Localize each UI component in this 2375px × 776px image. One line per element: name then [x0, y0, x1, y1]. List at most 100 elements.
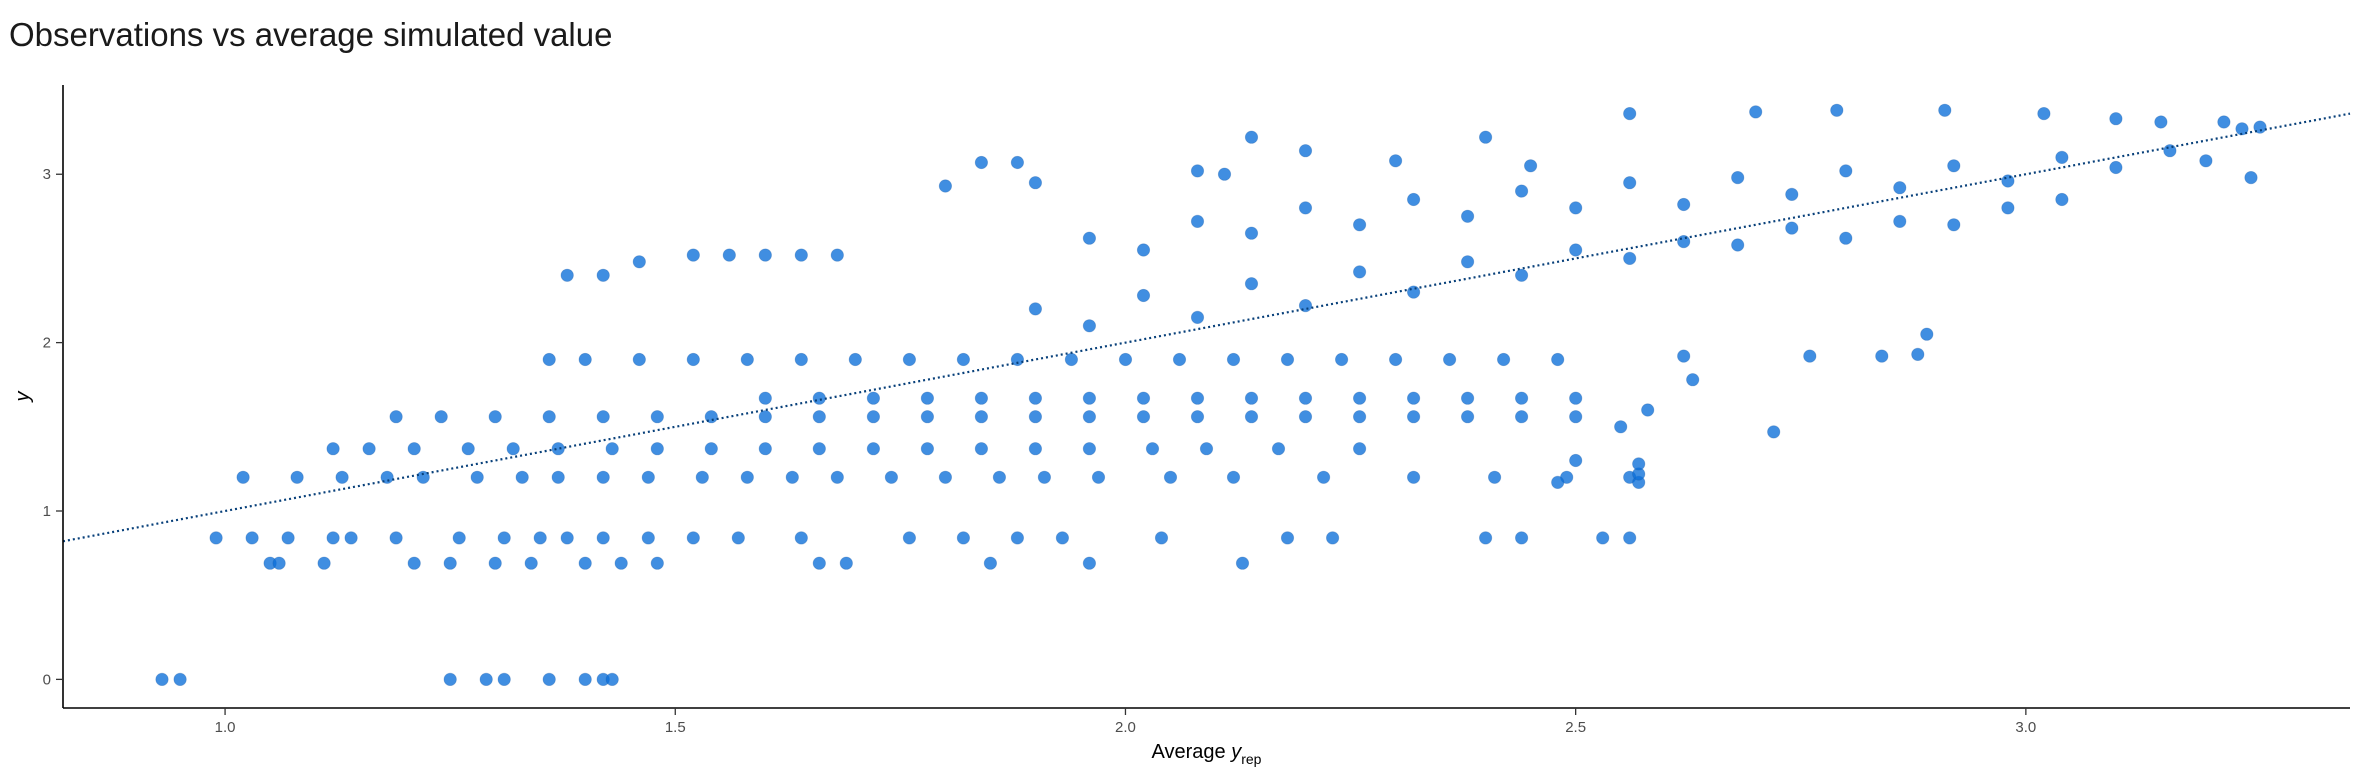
data-point: [1244, 391, 1259, 405]
reference-line: [62, 112, 2351, 543]
data-point: [1082, 319, 1097, 333]
data-point: [1335, 352, 1349, 367]
data-point: [1010, 531, 1025, 545]
data-point: [812, 391, 826, 405]
data-point: [1569, 453, 1583, 468]
data-point: [1731, 171, 1745, 185]
x-tick-label: 2.5: [1565, 719, 1586, 736]
data-point: [1830, 103, 1844, 117]
data-point: [2037, 107, 2051, 121]
data-point: [1920, 327, 1934, 341]
data-point: [596, 531, 610, 545]
x-tick-label: 2.0: [1115, 719, 1136, 736]
data-point: [983, 556, 998, 570]
data-point: [605, 672, 619, 687]
data-point: [461, 442, 475, 456]
data-point: [551, 470, 565, 484]
data-point: [1767, 425, 1781, 439]
data-point: [560, 531, 574, 545]
data-point: [1785, 221, 1799, 235]
data-point: [1524, 159, 1538, 173]
data-point: [686, 531, 700, 545]
data-point: [2109, 160, 2123, 175]
data-point: [479, 672, 493, 687]
data-point: [1353, 410, 1367, 424]
data-point: [1353, 218, 1367, 232]
data-point: [452, 531, 466, 545]
data-point: [1190, 214, 1205, 228]
data-point: [1037, 470, 1052, 484]
data-point: [2154, 115, 2168, 129]
data-point: [1875, 349, 1889, 363]
y-tick-label: 2: [43, 335, 51, 352]
data-point: [866, 391, 881, 405]
data-point: [2109, 112, 2123, 126]
data-point: [1190, 391, 1205, 405]
data-point: [740, 470, 754, 484]
data-point: [1055, 531, 1070, 545]
data-point: [1515, 184, 1529, 198]
data-point: [533, 531, 547, 545]
x-axis-title-sub: rep: [1241, 751, 1261, 767]
data-point: [974, 155, 989, 170]
data-point: [362, 442, 376, 456]
data-point: [2244, 171, 2258, 185]
data-point: [2217, 115, 2231, 129]
x-axis-title-main: Average: [1152, 741, 1232, 763]
data-point: [596, 470, 610, 484]
data-point: [1596, 531, 1610, 545]
data-point: [1136, 288, 1151, 303]
data-point: [794, 248, 808, 262]
data-point: [1515, 268, 1529, 282]
x-tick-label: 1.5: [665, 719, 686, 736]
data-point: [281, 531, 295, 545]
data-point: [974, 391, 989, 405]
data-point: [1163, 470, 1178, 484]
data-point: [551, 442, 565, 456]
data-point: [2253, 120, 2267, 134]
data-point: [974, 442, 989, 456]
data-point: [1244, 410, 1259, 424]
data-point: [1632, 457, 1646, 471]
data-point: [902, 531, 917, 545]
data-point: [1028, 176, 1043, 190]
data-point: [1028, 410, 1043, 424]
data-point: [1461, 209, 1475, 223]
data-point: [560, 268, 574, 282]
data-point: [1614, 420, 1628, 434]
data-point: [1785, 187, 1799, 201]
data-point: [1280, 352, 1295, 367]
x-tick-label: 3.0: [2015, 719, 2036, 736]
data-point: [389, 531, 403, 545]
data-point: [1488, 470, 1502, 484]
data-point: [794, 352, 808, 367]
data-point: [1190, 410, 1205, 424]
data-point: [956, 352, 971, 367]
data-point: [1199, 442, 1214, 456]
data-point: [1623, 176, 1637, 190]
data-point: [488, 410, 502, 424]
data-point: [1353, 442, 1367, 456]
data-point: [1551, 352, 1565, 367]
data-point: [1082, 231, 1097, 245]
data-point: [542, 672, 556, 687]
data-point: [1677, 235, 1691, 249]
data-point: [596, 410, 610, 424]
data-point: [1091, 470, 1106, 484]
data-point: [1244, 130, 1259, 144]
data-point: [407, 442, 421, 456]
data-point: [1145, 442, 1160, 456]
data-point: [686, 248, 700, 262]
data-point: [2001, 174, 2015, 188]
y-axis-title: y: [12, 391, 34, 404]
data-point: [1326, 531, 1340, 545]
data-point: [443, 556, 457, 570]
data-point: [1028, 302, 1043, 316]
data-point: [2001, 201, 2015, 215]
data-point: [1893, 214, 1907, 228]
data-point: [1686, 373, 1700, 387]
data-point: [1407, 391, 1421, 405]
data-point: [578, 672, 592, 687]
